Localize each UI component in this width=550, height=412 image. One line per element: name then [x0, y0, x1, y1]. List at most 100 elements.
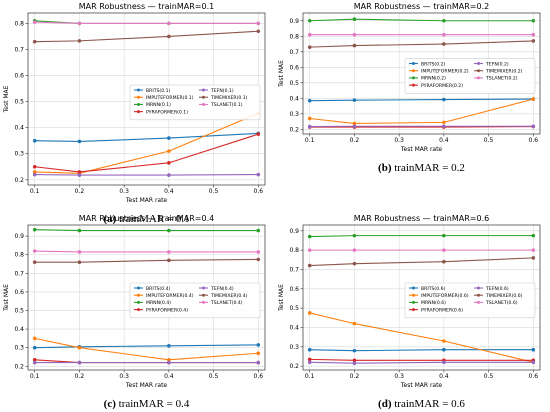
data-point [531, 347, 536, 352]
legend-marker [202, 102, 205, 106]
data-point [442, 259, 446, 264]
y-tick-label: 0.6 [289, 64, 299, 71]
data-point [442, 248, 446, 252]
data-point [32, 357, 37, 362]
chart-title: MAR Robustness — trainMAR=0.6 [354, 214, 489, 223]
data-point [307, 45, 312, 49]
data-point [307, 347, 312, 352]
series-line [34, 21, 259, 24]
y-tick-label: 0.3 [14, 345, 24, 352]
y-axis-label: Test MAE [3, 284, 10, 312]
data-point [32, 20, 37, 24]
y-tick-label: 0.8 [14, 252, 24, 259]
chart-panel-4: MAR Robustness — trainMAR=0.6 0.1 0.2 0.3 0.… [278, 214, 541, 410]
legend-marker [202, 95, 205, 99]
data-point [77, 39, 82, 43]
legend-marker [412, 69, 415, 73]
series-line [309, 40, 534, 48]
legend-marker [137, 308, 140, 312]
y-tick-label: 0.2 [14, 363, 24, 370]
y-axis-label: Test MAE [3, 85, 10, 113]
x-tick-label: 0.2 [350, 373, 360, 380]
x-axis-label: Test MAR rate [400, 146, 443, 153]
legend-label: BRITS(0.1) [146, 88, 171, 94]
data-point [352, 358, 357, 363]
data-point [531, 18, 536, 23]
data-point [307, 18, 312, 23]
y-tick-label: 0.7 [289, 49, 299, 56]
data-point [167, 161, 171, 165]
data-point [77, 260, 82, 264]
data-point [32, 336, 37, 341]
data-point [77, 228, 82, 233]
data-point [32, 170, 37, 174]
x-tick-label: 0.4 [439, 373, 449, 380]
y-tick-label: 0.2 [289, 126, 299, 133]
caption-label: (b) [378, 162, 394, 174]
series-line [309, 98, 534, 102]
series-line [34, 229, 259, 232]
data-point [352, 348, 357, 353]
legend-label: MRNN(0.6) [421, 300, 446, 306]
data-point [256, 257, 261, 262]
legend-label: IMPUTEFORMER(0.4) [146, 293, 194, 299]
data-point [442, 124, 446, 129]
data-point [256, 351, 261, 356]
data-point [77, 21, 82, 26]
chart-title: MAR Robustness — trainMAR=0.4 [79, 214, 214, 223]
data-point [256, 29, 261, 34]
series-line [309, 312, 534, 363]
legend-marker [412, 308, 415, 312]
y-tick-label: 0.2 [289, 363, 299, 370]
y-tick-label: 0.5 [289, 80, 299, 87]
legend-label: PYRAFORMER(0.4) [146, 307, 188, 313]
figure-caption: (b) trainMAR = 0.2 [378, 162, 465, 174]
data-point [167, 173, 171, 177]
x-tick-label: 0.2 [75, 373, 85, 380]
series-line [309, 257, 534, 267]
x-tick-label: 0.5 [484, 137, 494, 144]
y-tick-label: 0.6 [289, 286, 299, 293]
data-point [307, 124, 312, 129]
data-point [442, 360, 446, 365]
y-tick-label: 0.4 [289, 95, 299, 102]
legend-box [129, 282, 261, 319]
legend-label: PYRAFORMER(0.2) [421, 83, 463, 89]
legend-marker [412, 62, 415, 66]
y-tick-label: 0.8 [289, 247, 299, 254]
data-point [307, 360, 312, 365]
y-tick-label: 0.8 [289, 33, 299, 40]
legend-label: TSLANET(0.4) [210, 300, 243, 306]
x-axis-label: Test MAR rate [125, 382, 168, 389]
data-point [352, 98, 357, 102]
data-point [307, 357, 312, 362]
legend-marker [477, 69, 480, 73]
x-tick-label: 0.3 [394, 373, 404, 380]
data-point [256, 228, 261, 233]
data-point [256, 343, 261, 347]
data-point [352, 124, 357, 129]
data-point [167, 250, 171, 254]
data-point [32, 260, 37, 264]
legend-marker [412, 76, 415, 80]
data-point [77, 139, 82, 144]
data-point [256, 172, 261, 177]
y-tick-label: 0.4 [289, 324, 299, 331]
x-tick-label: 0.6 [254, 188, 264, 195]
x-tick-label: 0.5 [209, 188, 219, 195]
data-point [307, 248, 312, 252]
data-point [307, 311, 312, 315]
caption-text: trainMAR = 0.4 [119, 398, 190, 410]
data-point [531, 97, 536, 101]
legend-label: MRNN(0.4) [146, 300, 171, 306]
x-tick-label: 0.4 [164, 373, 174, 380]
series-line [34, 344, 259, 349]
data-point [256, 21, 261, 26]
data-point [442, 120, 446, 125]
data-point [32, 227, 37, 232]
legend-marker [137, 88, 140, 92]
data-point [442, 32, 446, 37]
chart-title: MAR Robustness — trainMAR=0.2 [354, 2, 489, 11]
series-line [34, 337, 259, 361]
